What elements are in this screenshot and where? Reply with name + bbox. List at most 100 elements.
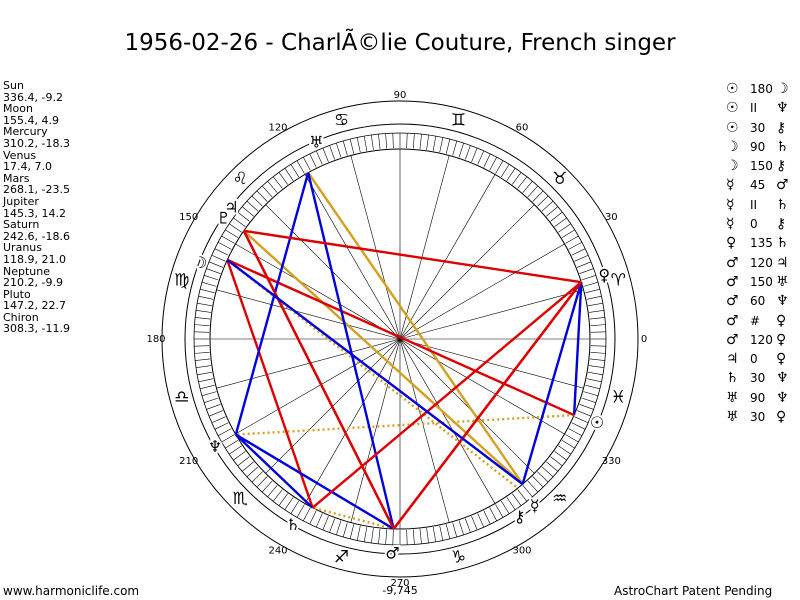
degree-tick [477, 513, 485, 528]
degree-tick [406, 133, 408, 149]
degree-tick [439, 137, 444, 153]
degree-tick [221, 235, 235, 244]
planet-glyph: ♄ [776, 235, 789, 252]
spoke-line [350, 338, 401, 523]
aspect-line [226, 258, 524, 486]
aspect-row: ☉ 180 ☽ [726, 80, 789, 99]
spoke-line [304, 174, 401, 340]
planet-name-venus: Venus [3, 148, 37, 162]
degree-tick [206, 404, 221, 410]
planet-glyph: ☿ [726, 196, 735, 213]
degree-tick [322, 515, 329, 531]
footer-patent-note: AstroChart Patent Pending [614, 584, 773, 598]
chart-title: 1956-02-26 - CharlÃ©lie Couture, French … [124, 30, 676, 56]
spoke-line [304, 338, 401, 504]
degree-tick [322, 147, 329, 163]
degree-tick [246, 200, 259, 212]
spoke-line [235, 243, 401, 340]
planet-glyph-mercury: ☿ [530, 496, 540, 515]
degree-tick [229, 445, 242, 455]
planet-glyph-chiron: ⚷ [514, 507, 526, 526]
planet-glyph: ♅ [726, 409, 739, 426]
degree-label-60: 60 [516, 123, 529, 134]
aspect-line [234, 172, 310, 435]
degree-tick [194, 331, 210, 333]
aspect-list: ☉ 180 ☽ ☉ II ♆ ☉ 30 ⚷ ☽ 90 ♄ ☽ 150 ⚷ ☿ 45 ♂ ☿ II ♄ ☿ 0 ⚷ ♀ 135 ♄ ♂ 1… [726, 80, 789, 427]
degree-tick [495, 504, 504, 518]
aspect-value: 180 [750, 82, 773, 96]
degree-tick [489, 156, 497, 171]
degree-tick [576, 261, 592, 268]
degree-tick [532, 190, 544, 202]
degree-tick [583, 281, 599, 287]
planet-name-pluto: Pluto [3, 287, 31, 301]
spoke-line [399, 243, 565, 340]
planet-glyph: ♆ [776, 370, 789, 387]
planet-glyph: ♅ [776, 273, 789, 290]
aspect-line [392, 281, 583, 530]
degree-tick [574, 416, 589, 424]
aspect-line [307, 171, 524, 485]
degree-tick [200, 288, 215, 294]
aspect-value: II [750, 101, 758, 116]
spoke-line [350, 155, 401, 340]
aspect-lines [226, 171, 583, 531]
degree-tick [512, 172, 522, 185]
aspect-value: 150 [750, 159, 773, 174]
degree-tick [371, 528, 374, 544]
aspect-line [521, 281, 583, 485]
planet-glyph-halo: ♃ [224, 198, 238, 217]
planet-glyph: ♄ [726, 370, 739, 387]
planet-glyph: ♃ [726, 351, 739, 368]
aspect-row: ♄ 30 ♆ [726, 369, 789, 388]
planet-glyph: ♄ [776, 138, 789, 155]
degree-tick [237, 211, 250, 222]
degree-tick [489, 507, 497, 522]
aspect-value: 135 [750, 236, 773, 251]
degree-tick [527, 480, 539, 493]
aspect-value: II [750, 197, 758, 212]
degree-tick [329, 145, 335, 160]
planet-glyph-mars: ♂ [385, 543, 399, 562]
planet-name-moon: Moon [3, 102, 33, 116]
degree-tick [197, 371, 212, 376]
degree-tick [546, 206, 558, 217]
footer-website[interactable]: www.harmoniclife.com [3, 584, 140, 598]
aspect-line [234, 433, 314, 509]
zodiac-sign: ♎ [174, 387, 189, 407]
planet-glyph: ♄ [776, 196, 789, 213]
planet-coords-uranus: 118.9, 21.0 [3, 252, 66, 266]
degree-tick [537, 195, 549, 207]
spoke-line [399, 338, 535, 474]
degree-tick [198, 295, 214, 300]
planet-coords-saturn: 242.6, -18.6 [3, 229, 70, 243]
degree-tick [267, 485, 278, 497]
aspect-value: 120 [750, 332, 773, 347]
spoke-line [216, 338, 401, 389]
degree-tick [452, 140, 458, 156]
planet-name-mercury: Mercury [3, 125, 48, 139]
degree-tick [571, 422, 586, 430]
aspect-row: ☉ 30 ⚷ [726, 119, 789, 138]
degree-tick [278, 172, 288, 185]
degree-tick [458, 142, 464, 158]
aspect-row: ☽ 150 ⚷ [726, 157, 789, 176]
degree-tick [589, 310, 605, 313]
degree-tick [315, 513, 323, 528]
degree-tick [246, 466, 259, 478]
degree-tick [541, 466, 554, 478]
degree-tick [195, 317, 211, 320]
degree-tick [583, 391, 599, 397]
degree-tick [296, 504, 305, 518]
degree-tick [546, 461, 558, 472]
planet-glyph: ♂ [776, 177, 789, 194]
degree-tick [251, 471, 263, 483]
zodiac-sign: ♑ [451, 547, 466, 567]
planet-name-uranus: Uranus [3, 241, 42, 255]
degree-tick [349, 524, 355, 539]
planet-glyph-neptune: ♆ [208, 437, 222, 456]
degree-tick [588, 302, 603, 307]
planet-coords-mars: 268.1, -23.5 [3, 183, 70, 197]
degree-tick [554, 217, 567, 227]
degree-tick [579, 268, 594, 274]
